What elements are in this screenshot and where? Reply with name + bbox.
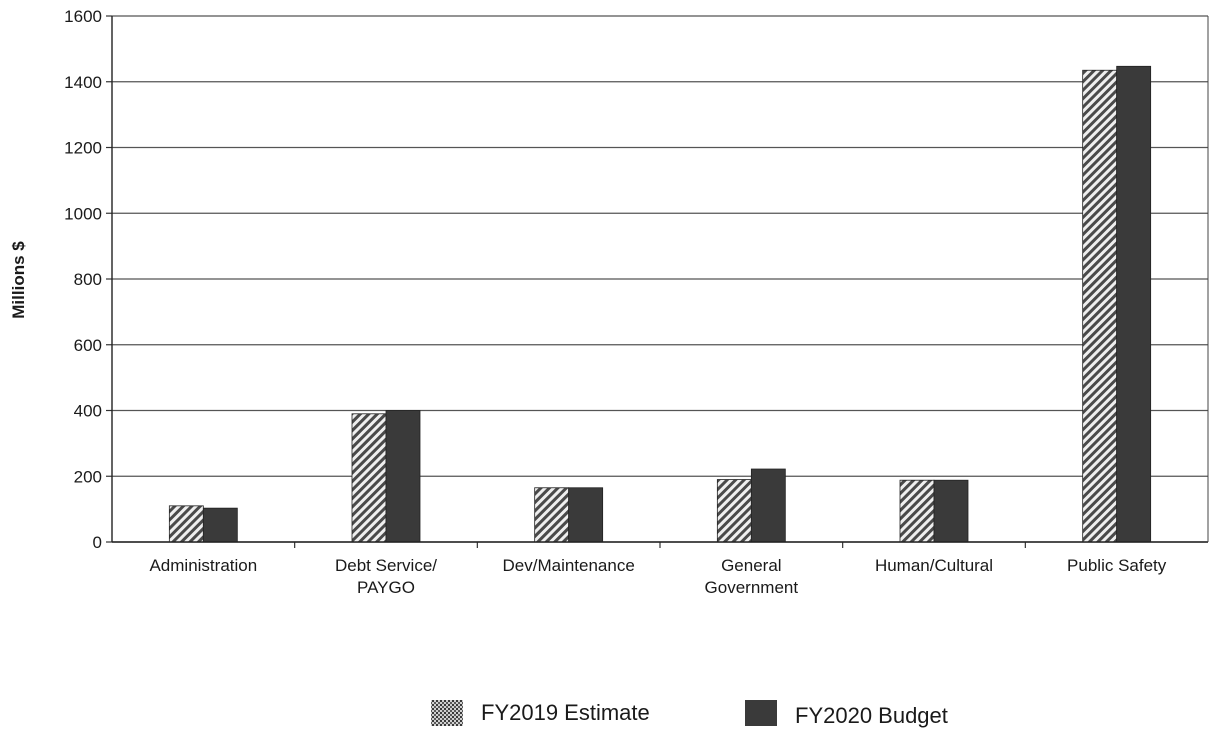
y-tick-label: 600 (74, 336, 102, 355)
y-tick-label: 200 (74, 467, 102, 486)
y-tick-label: 400 (74, 402, 102, 421)
y-tick-label: 0 (93, 533, 102, 552)
axes (111, 16, 1209, 548)
gridlines (112, 15, 1208, 543)
x-category-label: General (721, 556, 781, 575)
bar-fy2020 (568, 487, 604, 543)
bar-fy2019 (1082, 69, 1118, 543)
x-category-label: Government (705, 578, 799, 597)
y-tick-label: 1200 (64, 139, 102, 158)
bar-fy2020 (385, 410, 421, 543)
x-category-label: Human/Cultural (875, 556, 993, 575)
y-axis-ticks: 0 200 400 600 800 1000 1200 1400 1600 (64, 7, 112, 552)
bar-fy2020 (202, 507, 238, 543)
x-category-label: Public Safety (1067, 556, 1167, 575)
x-axis-categories: Administration Debt Service/PAYGO Dev/Main… (149, 556, 1166, 597)
x-category-label: PAYGO (357, 578, 415, 597)
bar-fy2019 (351, 413, 387, 543)
legend: FY2019 Estimate FY2020 Budget (431, 700, 948, 728)
bar-fy2019 (534, 487, 570, 543)
x-category-label: Debt Service/ (335, 556, 437, 575)
y-tick-label: 800 (74, 270, 102, 289)
bar-fy2020 (750, 468, 786, 543)
y-tick-label: 1600 (64, 7, 102, 26)
legend-swatch (431, 700, 463, 726)
legend-label: FY2020 Budget (795, 703, 948, 728)
bar-fy2019 (168, 505, 204, 543)
y-tick-label: 1000 (64, 204, 102, 223)
x-category-label: Administration (149, 556, 257, 575)
bar-fy2020 (933, 479, 969, 543)
bars (168, 65, 1152, 543)
bar-fy2020 (1116, 65, 1152, 543)
bar-fy2019 (899, 479, 935, 543)
y-tick-label: 1400 (64, 73, 102, 92)
bar-fy2019 (716, 479, 752, 543)
legend-swatch (745, 700, 777, 726)
y-axis-label: Millions $ (9, 241, 28, 319)
x-category-label: Dev/Maintenance (503, 556, 635, 575)
legend-label: FY2019 Estimate (481, 700, 650, 725)
